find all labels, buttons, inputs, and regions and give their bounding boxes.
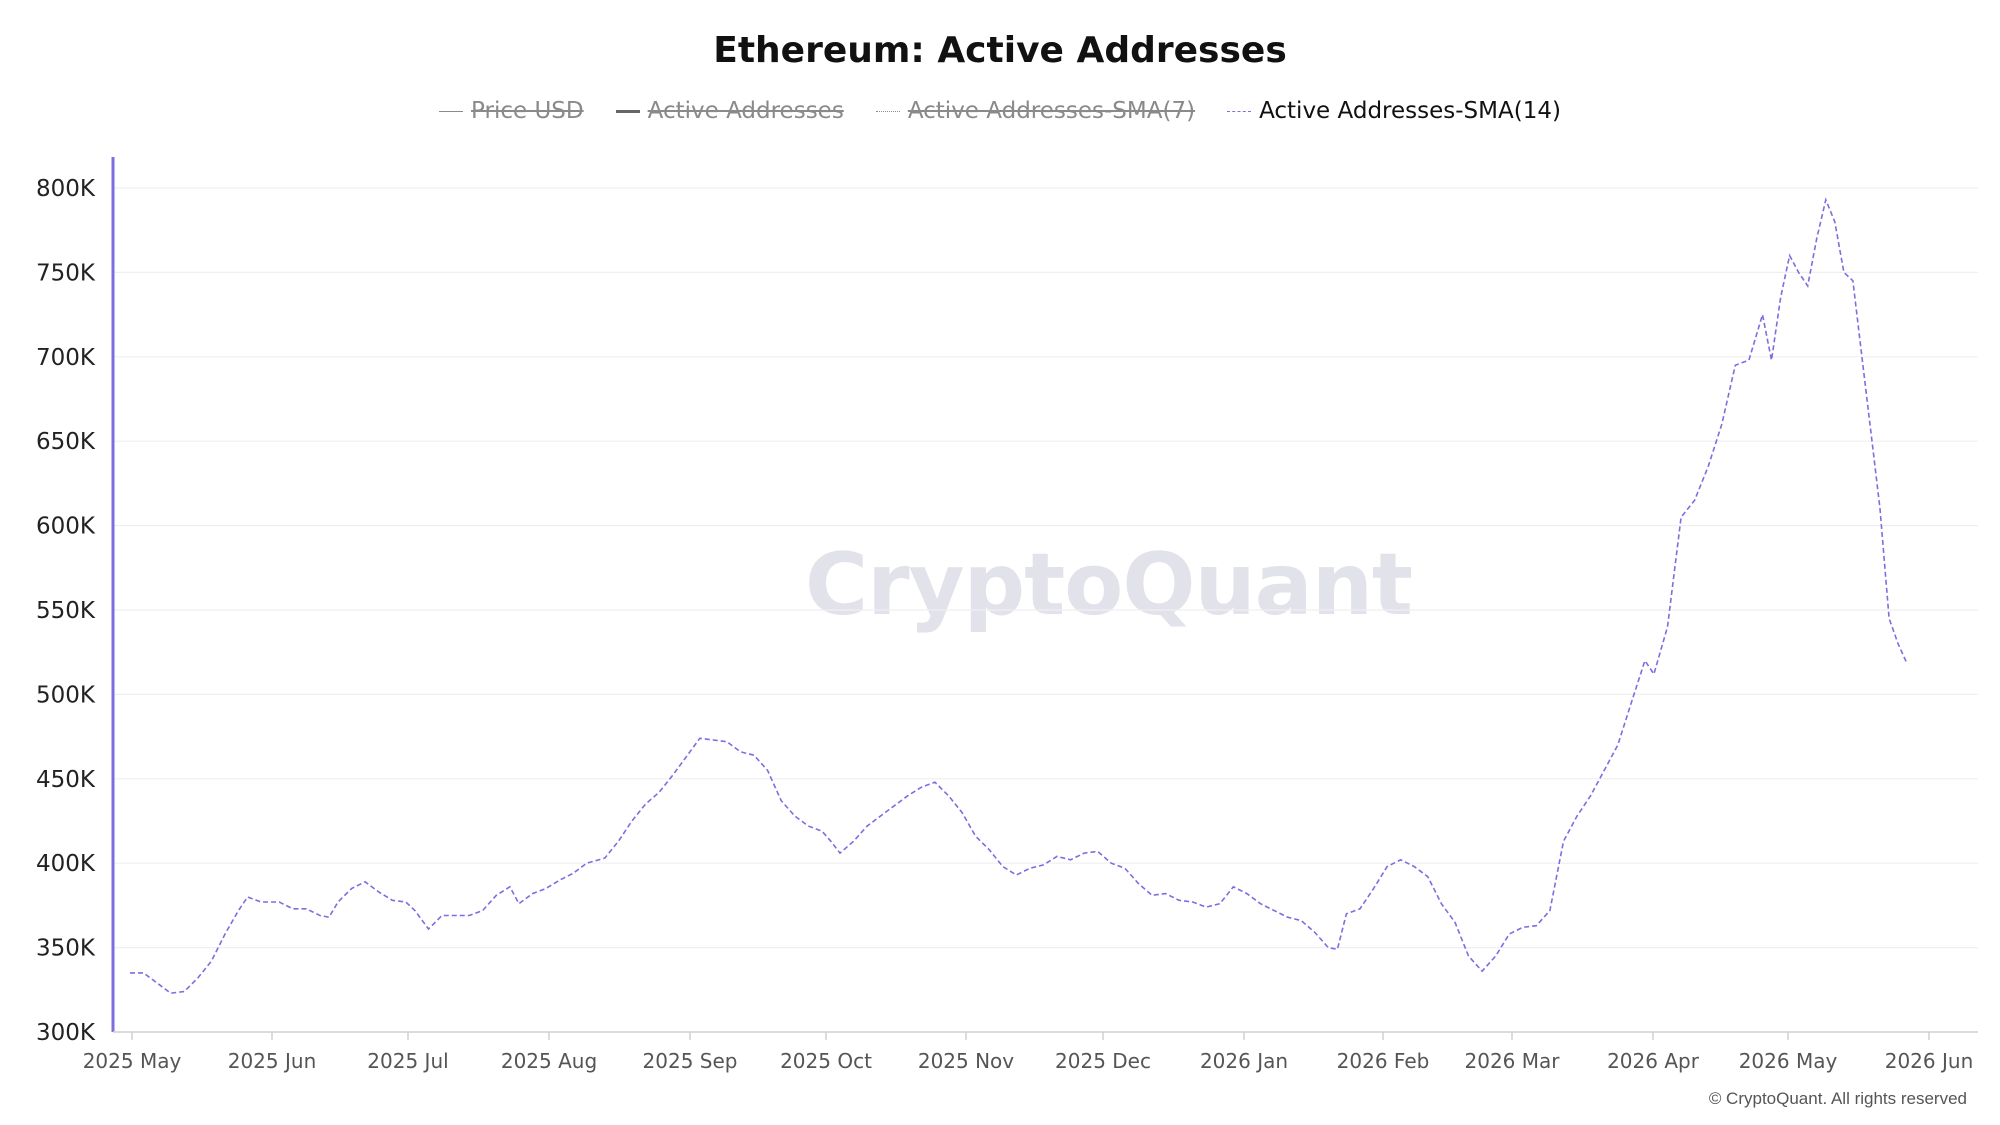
x-tick-label: 2025 Aug bbox=[501, 1049, 597, 1073]
x-tick-label: 2025 Jul bbox=[367, 1049, 448, 1073]
y-tick-label: 700K bbox=[36, 345, 96, 371]
legend: Price USD Active Addresses Active Addres… bbox=[0, 98, 2000, 124]
legend-item-sma7[interactable]: Active Addresses-SMA(7) bbox=[875, 98, 1196, 124]
x-tick-label: 2025 May bbox=[83, 1049, 182, 1073]
y-tick-label: 650K bbox=[36, 429, 96, 455]
x-tick-label: 2026 Jun bbox=[1885, 1049, 1974, 1073]
y-tick-label: 400K bbox=[36, 851, 96, 877]
y-tick-label: 750K bbox=[36, 260, 96, 286]
x-tick-label: 2026 Apr bbox=[1607, 1049, 1700, 1073]
legend-label: Active Addresses-SMA(14) bbox=[1259, 98, 1561, 124]
x-tick-label: 2025 Dec bbox=[1055, 1049, 1151, 1073]
legend-swatch bbox=[1227, 110, 1252, 112]
legend-swatch bbox=[615, 109, 640, 113]
y-tick-label: 350K bbox=[36, 936, 96, 962]
x-tick-label: 2026 Jan bbox=[1200, 1049, 1288, 1073]
y-tick-label: 450K bbox=[36, 767, 96, 793]
legend-item-price-usd[interactable]: Price USD bbox=[439, 98, 584, 124]
legend-label: Price USD bbox=[471, 98, 584, 124]
y-tick-label: 550K bbox=[36, 598, 96, 624]
legend-swatch bbox=[875, 110, 900, 112]
y-tick-label: 600K bbox=[36, 514, 96, 540]
x-tick-label: 2026 May bbox=[1739, 1049, 1838, 1073]
y-tick-label: 500K bbox=[36, 682, 96, 708]
x-tick-label: 2026 Feb bbox=[1337, 1049, 1430, 1073]
legend-item-sma14[interactable]: Active Addresses-SMA(14) bbox=[1227, 98, 1561, 124]
x-tick-label: 2025 Oct bbox=[780, 1049, 872, 1073]
legend-label: Active Addresses-SMA(7) bbox=[907, 98, 1196, 124]
legend-item-active-addresses[interactable]: Active Addresses bbox=[615, 98, 844, 124]
x-tick-label: 2025 Jun bbox=[228, 1049, 317, 1073]
copyright-notice: © CryptoQuant. All rights reserved bbox=[1708, 1089, 1967, 1108]
chart-title: Ethereum: Active Addresses bbox=[713, 30, 1287, 71]
x-tick-label: 2025 Sep bbox=[643, 1049, 738, 1073]
legend-swatch bbox=[439, 110, 464, 112]
series-line-sma14 bbox=[130, 197, 1908, 995]
legend-label: Active Addresses bbox=[647, 98, 844, 124]
watermark: CryptoQuant bbox=[805, 535, 1413, 635]
x-tick-label: 2026 Mar bbox=[1465, 1049, 1561, 1073]
y-tick-label: 300K bbox=[36, 1020, 96, 1046]
x-tick-label: 2025 Nov bbox=[918, 1049, 1014, 1073]
y-tick-label: 800K bbox=[36, 176, 96, 202]
